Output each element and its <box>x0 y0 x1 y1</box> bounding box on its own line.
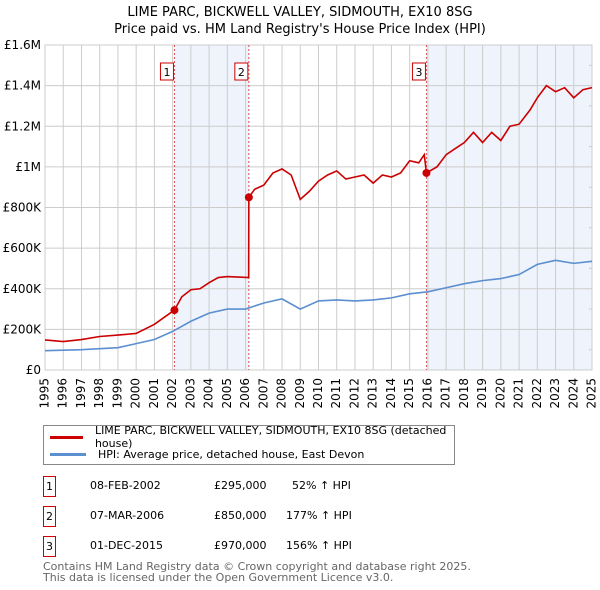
legend-red-label: LIME PARC, BICKWELL VALLEY, SIDMOUTH, EX… <box>94 424 447 450</box>
sale-hpi: 52% ↑ HPI <box>292 479 351 492</box>
sale-number: 1 <box>43 476 56 497</box>
x-tick-label: 2012 <box>347 378 361 409</box>
legend: LIME PARC, BICKWELL VALLEY, SIDMOUTH, EX… <box>43 424 455 465</box>
sale-label: 2 <box>238 66 245 79</box>
legend-blue-label: HPI: Average price, detached house, East… <box>98 447 365 461</box>
hpi-line <box>44 259 593 352</box>
x-tick-label: 2014 <box>384 378 398 409</box>
sale-hpi: 177% ↑ HPI <box>286 509 352 522</box>
sale-label: 1 <box>163 66 170 79</box>
sale-number: 3 <box>43 536 56 557</box>
x-tick-label: 2007 <box>256 378 270 409</box>
x-tick-label: 1999 <box>110 378 124 409</box>
y-tick-label: £0 <box>26 363 41 377</box>
x-tick-label: 2016 <box>420 378 434 409</box>
sale-point <box>244 193 253 202</box>
sale-date: 01-DEC-2015 <box>90 539 164 552</box>
legend-red-line <box>50 435 83 439</box>
legend-blue-line <box>50 452 86 456</box>
x-tick-label: 2009 <box>293 378 307 409</box>
x-tick-label: 1998 <box>92 378 106 409</box>
sale-row: 2 07-MAR-2006 £850,000 177% ↑ HPI <box>43 506 443 527</box>
x-tick-label: 2023 <box>548 378 562 409</box>
sale-date: 07-MAR-2006 <box>90 509 165 522</box>
x-tick-label: 1995 <box>38 378 52 409</box>
x-tick-label: 2020 <box>493 378 507 409</box>
sale-point <box>170 306 179 315</box>
x-tick-label: 2025 <box>585 378 599 409</box>
chart: 1995 1996 1997 1998 1999 2000 2001 2002 2003 2004… <box>3 38 599 409</box>
sale-point <box>422 168 431 177</box>
sale-number: 2 <box>43 506 56 527</box>
sale-date: 08-FEB-2002 <box>90 479 161 492</box>
chart-title: LIME PARC, BICKWELL VALLEY, SIDMOUTH, EX… <box>0 4 600 38</box>
x-tick-label: 2013 <box>366 378 380 409</box>
x-tick-label: 2008 <box>275 378 289 409</box>
x-tick-label: 2017 <box>439 378 453 409</box>
x-tick-label: 2000 <box>129 378 143 409</box>
y-tick-label: £800K <box>3 201 43 215</box>
plot-border <box>44 44 593 371</box>
footer: Contains HM Land Registry data © Crown c… <box>43 561 471 583</box>
x-tick-label: 2018 <box>457 378 471 409</box>
sale-label: 3 <box>415 66 422 79</box>
x-tick-label: 2021 <box>512 378 526 409</box>
sale-row: 1 08-FEB-2002 £295,000 52% ↑ HPI <box>43 476 443 497</box>
x-tick-label: 2015 <box>402 378 416 409</box>
x-tick-label: 2001 <box>147 378 161 409</box>
y-tick-label: £200K <box>3 322 43 336</box>
x-tick-label: 2019 <box>475 378 489 409</box>
x-tick-label: 2006 <box>238 378 252 409</box>
sale-price: £850,000 <box>214 509 267 522</box>
x-tick-label: 1996 <box>56 378 70 409</box>
x-tick-label: 2011 <box>329 378 343 409</box>
x-tick-label: 2002 <box>165 378 179 409</box>
x-tick-label: 2024 <box>566 378 580 409</box>
footer-line1: Contains HM Land Registry data © Crown c… <box>43 560 471 573</box>
y-tick-label: £1.4M <box>4 79 41 93</box>
y-tick-label: £1M <box>15 160 41 174</box>
x-tick-label: 2022 <box>530 378 544 409</box>
sale-label-box <box>234 62 249 81</box>
y-tick-label: £600K <box>3 241 43 255</box>
y-tick-label: £400K <box>3 282 43 296</box>
sale-hpi: 156% ↑ HPI <box>286 539 352 552</box>
x-tick-label: 2003 <box>183 378 197 409</box>
x-tick-label: 2004 <box>202 378 216 409</box>
subtitle: Price paid vs. HM Land Registry's House … <box>114 22 486 37</box>
sale-price: £295,000 <box>214 479 267 492</box>
price-line <box>44 84 593 343</box>
y-tick-label: £1.6M <box>4 38 41 52</box>
footer-line2: This data is licensed under the Open Gov… <box>43 571 394 584</box>
sale-row: 3 01-DEC-2015 £970,000 156% ↑ HPI <box>43 536 443 557</box>
title: LIME PARC, BICKWELL VALLEY, SIDMOUTH, EX… <box>127 5 473 20</box>
sale-label-box <box>159 62 174 81</box>
x-tick-label: 2005 <box>220 378 234 409</box>
sale-price: £970,000 <box>214 539 267 552</box>
y-tick-label: £1.2M <box>4 119 41 133</box>
x-tick-label: 1997 <box>74 378 88 409</box>
x-tick-label: 2010 <box>311 378 325 409</box>
sale-label-box <box>411 62 426 81</box>
